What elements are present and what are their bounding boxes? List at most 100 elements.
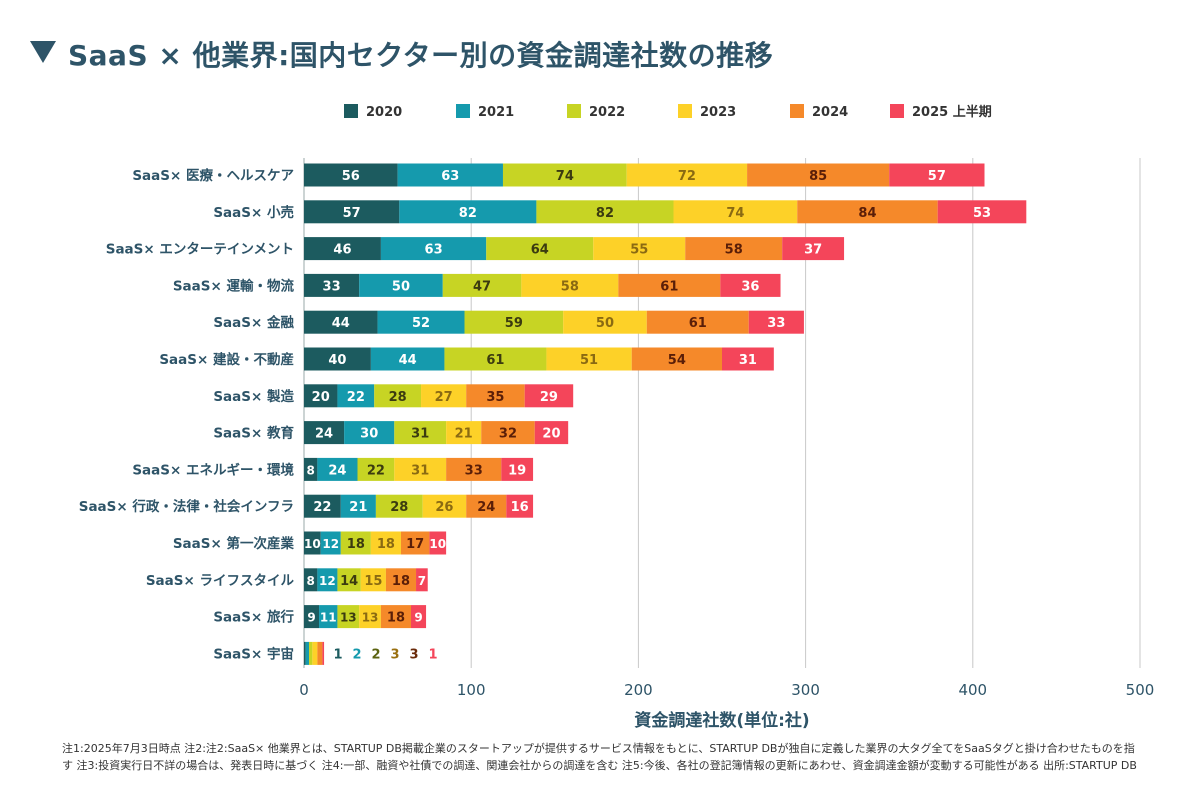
data-label-2022: 31: [411, 427, 429, 442]
data-label-2025-上半期: 57: [928, 169, 946, 184]
data-label-2021: 44: [399, 353, 417, 368]
bar-segment-2021: [397, 163, 503, 187]
bar-segment-2025-上半期: [524, 384, 574, 408]
category-label: SaaS× エンターテインメント: [106, 242, 294, 258]
category-label: SaaS× 建設・不動産: [159, 351, 294, 368]
bar-segment-2024: [631, 347, 722, 371]
bar-segment-2023: [521, 273, 619, 297]
x-axis-title: 資金調達社数(単位:社): [634, 710, 809, 731]
data-label-2025-上半期: 33: [767, 316, 785, 331]
bar-segment-2025-上半期: [782, 237, 845, 261]
bar-segment-2022: [340, 531, 371, 555]
data-label-2022: 82: [596, 206, 614, 221]
data-label-2024: 61: [660, 279, 678, 294]
bar-segment-2021: [370, 347, 445, 371]
data-label-2024: 18: [392, 574, 410, 589]
data-label-2020: 24: [315, 427, 333, 442]
bar-segment-2020: [304, 641, 306, 665]
data-label-2023: 74: [726, 206, 744, 221]
bar-segment-2020: [304, 163, 398, 187]
footnote-line-1: 注1:2025年7月3日時点 注2:注2:SaaS× 他業界とは、STARTUP…: [62, 742, 1135, 755]
legend-swatch-2024: [790, 104, 804, 118]
data-label-2021: 63: [441, 169, 459, 184]
data-label-2024: 24: [477, 500, 495, 515]
category-label: SaaS× 小売: [213, 204, 294, 221]
bar-segment-2025-上半期: [720, 273, 781, 297]
data-label-2020: 22: [313, 500, 331, 515]
bar-segment-2022: [394, 421, 447, 445]
bar-segment-2023: [421, 384, 467, 408]
bar-segment-2021: [320, 531, 341, 555]
bar-segment-2025-上半期: [416, 568, 428, 592]
legend-label-2022: 2022: [589, 105, 625, 120]
bar-segment-2023: [422, 494, 467, 518]
bar-segment-2025-上半期: [506, 494, 534, 518]
bar-segment-2024: [618, 273, 721, 297]
legend-swatch-2025-上半期: [890, 104, 904, 118]
bar-segment-2022: [536, 200, 674, 224]
data-label-2025-上半期: 19: [508, 463, 526, 478]
data-label-2023: 13: [362, 611, 379, 625]
bar-segment-2023: [446, 421, 482, 445]
bar-segment-2020: [304, 384, 338, 408]
data-label-2022: 47: [473, 279, 491, 294]
data-label-2024: 61: [689, 316, 707, 331]
data-label-2024: 17: [406, 537, 424, 552]
bar-segment-2024: [400, 531, 430, 555]
data-label-2024: 33: [465, 463, 483, 478]
x-tick-label-300: 300: [791, 681, 820, 699]
data-label-2022: 14: [340, 574, 358, 589]
bar-segment-2020: [304, 200, 400, 224]
bar-segment-2023: [593, 237, 686, 261]
data-label-2024: 35: [486, 390, 504, 405]
bar-segment-2021: [377, 310, 465, 334]
data-label-2024: 54: [668, 353, 686, 368]
data-label-2023: 50: [596, 316, 614, 331]
bar-segment-2024: [380, 605, 412, 629]
data-label-2021: 63: [425, 243, 443, 258]
data-label-2025-上半期: 10: [429, 537, 446, 551]
category-label: SaaS× 旅行: [213, 609, 294, 626]
data-label-2023: 3: [391, 647, 400, 662]
bar-segment-2021: [319, 605, 338, 629]
x-tick-label-100: 100: [457, 681, 486, 699]
x-tick-label-400: 400: [958, 681, 987, 699]
data-label-2020: 10: [304, 537, 321, 551]
data-label-2025-上半期: 36: [741, 279, 759, 294]
bar-segment-2021: [380, 237, 487, 261]
category-label: SaaS× エネルギー・環境: [132, 461, 294, 478]
data-label-2021: 82: [459, 206, 477, 221]
bar-segment-2020: [304, 457, 318, 481]
bar-segment-2023: [546, 347, 632, 371]
bar-segment-2023: [673, 200, 798, 224]
data-label-2020: 1: [334, 647, 343, 662]
bar-segment-2023: [394, 457, 447, 481]
data-label-2021: 30: [360, 427, 378, 442]
bar-segment-2024: [797, 200, 938, 224]
data-label-2022: 2: [372, 647, 381, 662]
bar-segment-2024: [646, 310, 749, 334]
data-label-2022: 18: [347, 537, 365, 552]
bar-segment-2022: [502, 163, 627, 187]
bar-segment-2025-上半期: [937, 200, 1027, 224]
bar-segment-2024: [317, 641, 323, 665]
data-label-2023: 18: [377, 537, 395, 552]
bar-segment-2022: [442, 273, 522, 297]
category-label: SaaS× 運輸・物流: [173, 277, 295, 294]
bar-segment-2022: [357, 457, 395, 481]
bar-segment-2025-上半期: [501, 457, 534, 481]
bar-segment-2024: [385, 568, 417, 592]
data-label-2023: 51: [580, 353, 598, 368]
data-label-2025-上半期: 29: [540, 390, 558, 405]
data-label-2025-上半期: 31: [739, 353, 757, 368]
category-label: SaaS× 医療・ヘルスケア: [132, 167, 294, 184]
data-label-2021: 12: [319, 574, 336, 588]
legend-label-2020: 2020: [366, 105, 402, 120]
bar-segment-2021: [305, 641, 310, 665]
bar-segment-2021: [344, 421, 395, 445]
triangle-icon: [30, 41, 56, 63]
data-label-2022: 59: [505, 316, 523, 331]
data-label-2024: 84: [858, 206, 876, 221]
x-tick-label-200: 200: [624, 681, 653, 699]
bar-segment-2023: [360, 568, 386, 592]
